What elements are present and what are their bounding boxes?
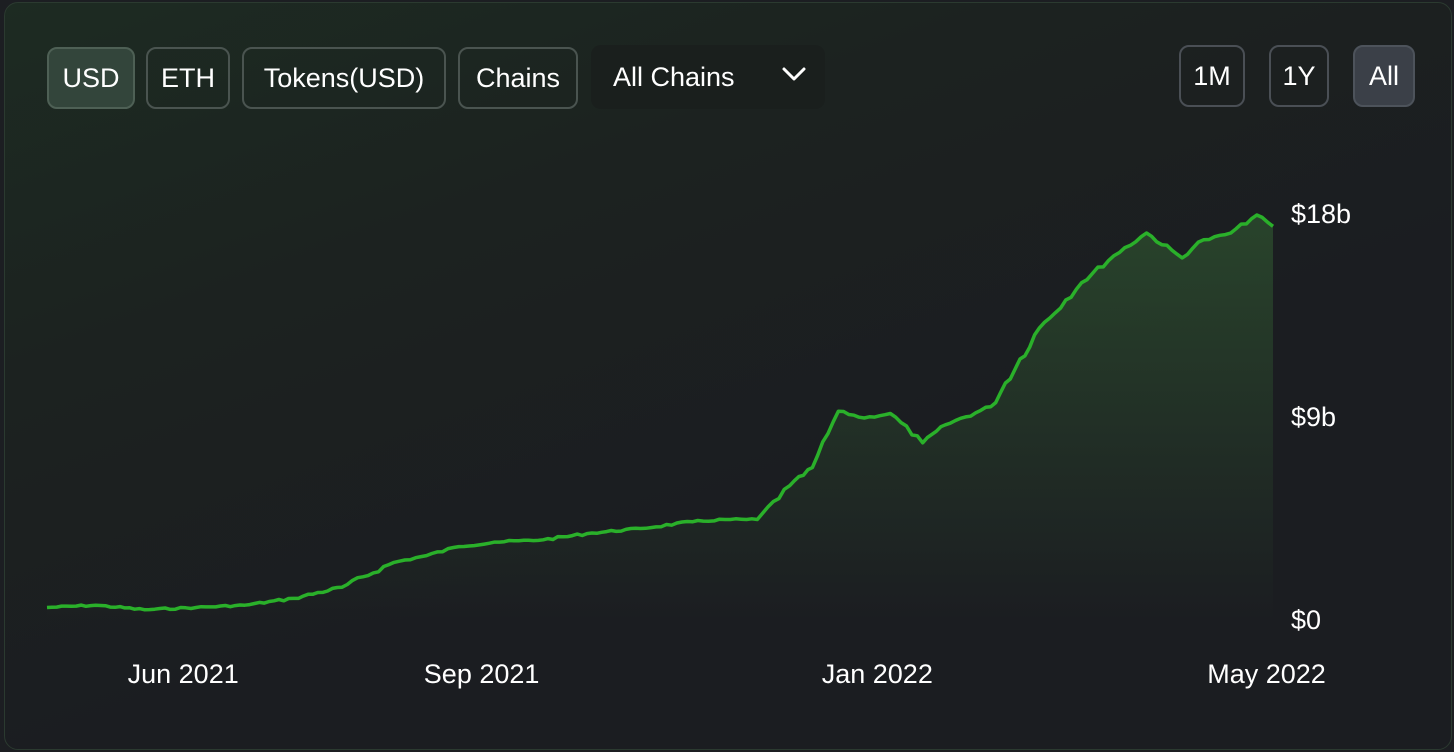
y-tick-label: $18b (1291, 199, 1352, 229)
chevron-down-icon (782, 67, 806, 81)
denomination-button-chains[interactable]: Chains (458, 47, 578, 109)
denomination-button-usd[interactable]: USD (47, 47, 135, 109)
x-tick-label: May 2022 (1207, 659, 1326, 689)
range-button-all[interactable]: All (1353, 45, 1415, 107)
chain-select[interactable]: All Chains (591, 45, 825, 109)
denomination-button-tokens-usd[interactable]: Tokens(USD) (242, 47, 446, 109)
y-tick-label: $0 (1291, 605, 1322, 635)
y-tick-label: $9b (1291, 402, 1337, 432)
denomination-button-eth[interactable]: ETH (146, 47, 230, 109)
x-tick-label: Sep 2021 (423, 659, 540, 689)
tvl-area-chart (46, 213, 1275, 621)
range-button-1y[interactable]: 1Y (1269, 45, 1329, 107)
x-tick-label: Jun 2021 (127, 659, 239, 689)
range-button-1m[interactable]: 1M (1179, 45, 1245, 107)
chain-select-value: All Chains (613, 61, 735, 92)
chart-panel: USD ETH Tokens(USD) Chains All Chains 1M 1Y A… (4, 2, 1452, 750)
series-line (46, 213, 1275, 612)
series-area (47, 215, 1273, 621)
x-tick-label: Jan 2022 (821, 659, 933, 689)
